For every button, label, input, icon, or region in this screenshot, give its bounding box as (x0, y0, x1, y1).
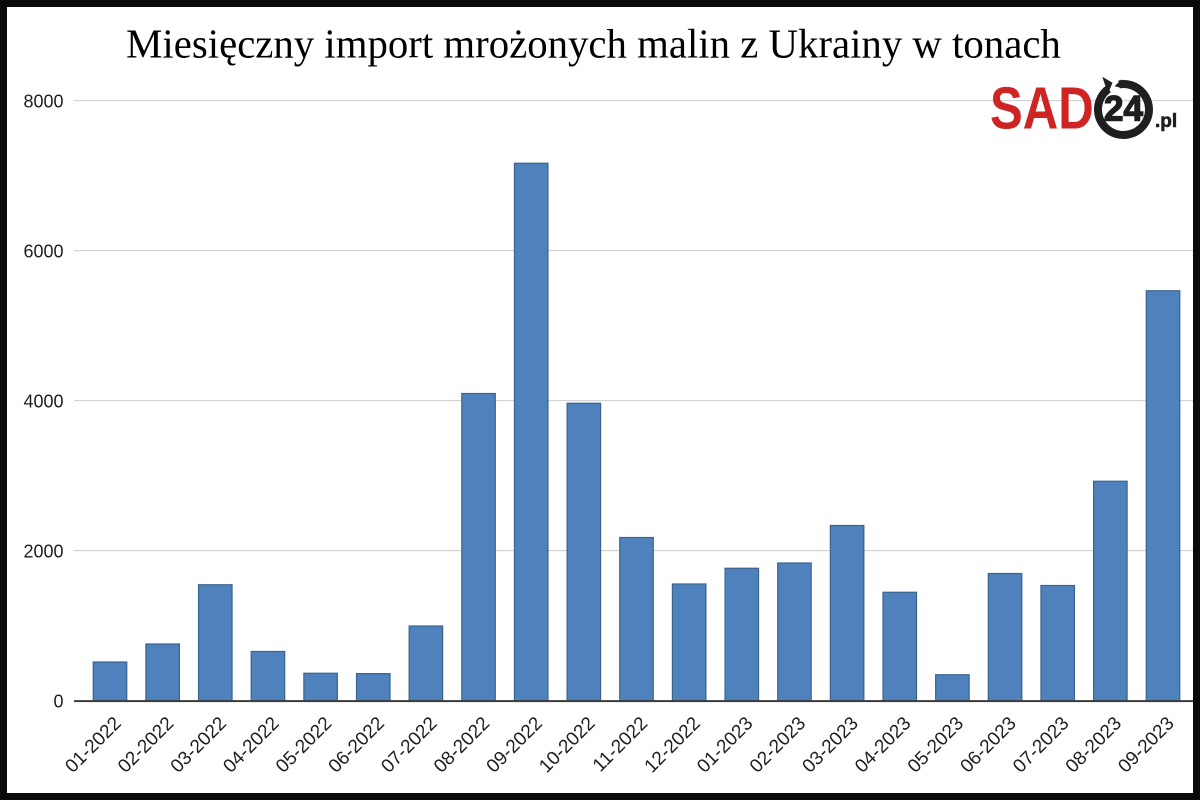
svg-text:12-2022: 12-2022 (641, 713, 705, 777)
svg-text:.pl: .pl (1155, 111, 1177, 132)
svg-text:SAD: SAD (990, 75, 1094, 142)
svg-text:2000: 2000 (23, 541, 63, 561)
svg-text:Miesięczny import mrożonych ma: Miesięczny import mrożonych malin z Ukra… (126, 22, 1061, 67)
svg-text:07-2022: 07-2022 (377, 713, 441, 777)
svg-text:08-2022: 08-2022 (430, 713, 494, 777)
svg-text:11-2022: 11-2022 (589, 713, 652, 776)
svg-text:6000: 6000 (23, 241, 63, 261)
svg-text:0: 0 (53, 691, 63, 711)
svg-text:09-2023: 09-2023 (1114, 713, 1178, 777)
svg-text:05-2023: 05-2023 (904, 713, 968, 777)
svg-text:03-2023: 03-2023 (799, 713, 863, 777)
svg-text:8000: 8000 (23, 91, 63, 111)
svg-text:01-2023: 01-2023 (693, 713, 757, 777)
svg-text:03-2022: 03-2022 (167, 713, 231, 777)
svg-text:06-2022: 06-2022 (325, 713, 389, 777)
svg-text:08-2023: 08-2023 (1062, 713, 1126, 777)
svg-text:07-2023: 07-2023 (1009, 713, 1073, 777)
svg-text:02-2022: 02-2022 (114, 713, 178, 777)
svg-text:05-2022: 05-2022 (272, 713, 336, 777)
svg-text:09-2022: 09-2022 (483, 713, 547, 777)
svg-text:01-2022: 01-2022 (61, 713, 125, 777)
svg-text:24: 24 (1104, 89, 1143, 128)
svg-text:04-2022: 04-2022 (219, 713, 283, 777)
svg-text:4000: 4000 (23, 391, 63, 411)
svg-text:06-2023: 06-2023 (957, 713, 1021, 777)
svg-text:04-2023: 04-2023 (851, 713, 915, 777)
svg-text:10-2022: 10-2022 (535, 713, 599, 777)
svg-text:02-2023: 02-2023 (746, 713, 810, 777)
